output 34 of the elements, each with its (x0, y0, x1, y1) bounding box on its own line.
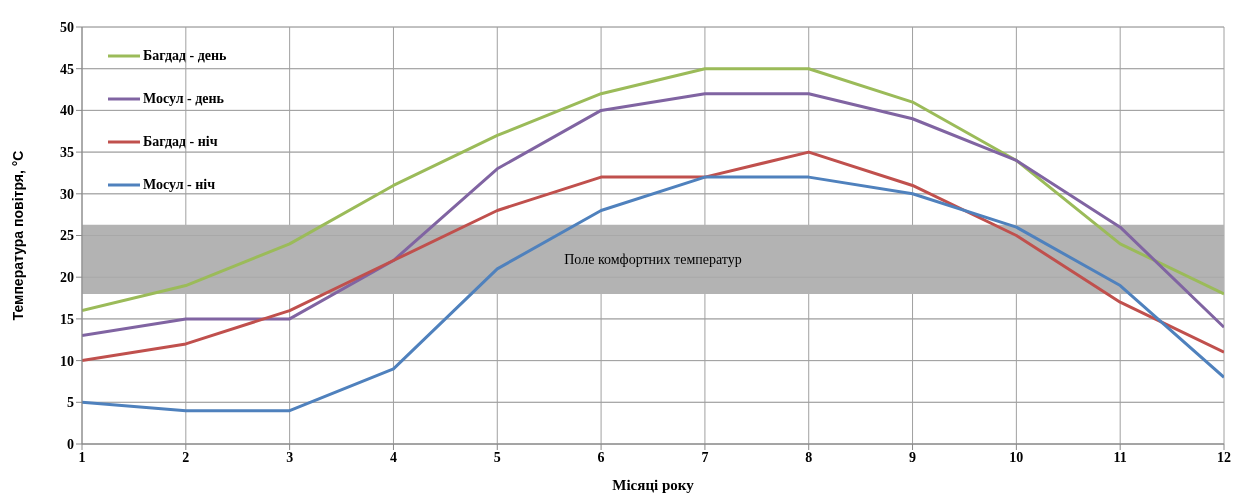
x-tick-label: 8 (805, 449, 813, 465)
legend-label: Багдад - ніч (143, 133, 218, 150)
y-tick-label: 35 (60, 145, 74, 161)
x-tick-label: 11 (1113, 449, 1127, 465)
band-label: Поле комфортних температур (564, 252, 742, 268)
line-series (82, 175, 1224, 413)
y-tick-label: 30 (60, 186, 74, 202)
y-tick-label: 50 (60, 19, 74, 35)
y-tick-label: 0 (67, 436, 74, 452)
x-tick-label: 3 (286, 449, 294, 465)
y-tick-label: 10 (60, 353, 74, 369)
x-tick-label: 1 (78, 449, 86, 465)
y-axis-title: Температура повітря, °C (9, 150, 26, 321)
y-tick-label: 25 (60, 228, 74, 244)
x-tick-label: 9 (909, 449, 917, 465)
y-tick-label: 40 (60, 103, 74, 119)
line-series (82, 67, 1224, 313)
x-axis-title: Місяці року (612, 477, 695, 493)
y-tick-label: 45 (60, 61, 74, 77)
x-tick-label: 4 (389, 449, 397, 465)
x-tick-label: 6 (597, 449, 605, 465)
y-tick-label: 5 (67, 395, 74, 411)
x-tick-label: 12 (1217, 449, 1231, 465)
x-tick-label: 7 (701, 449, 709, 465)
y-tick-label: 20 (60, 270, 74, 286)
x-tick-label: 5 (493, 449, 501, 465)
x-tick-label: 2 (182, 449, 190, 465)
legend-label: Мосул - ніч (143, 176, 216, 193)
x-tick-label: 10 (1009, 449, 1024, 465)
legend-label: Мосул - день (143, 90, 224, 107)
y-tick-label: 15 (60, 311, 74, 327)
line-series (82, 150, 1224, 363)
line-series (82, 92, 1224, 338)
legend-label: Багдад - день (143, 47, 227, 64)
